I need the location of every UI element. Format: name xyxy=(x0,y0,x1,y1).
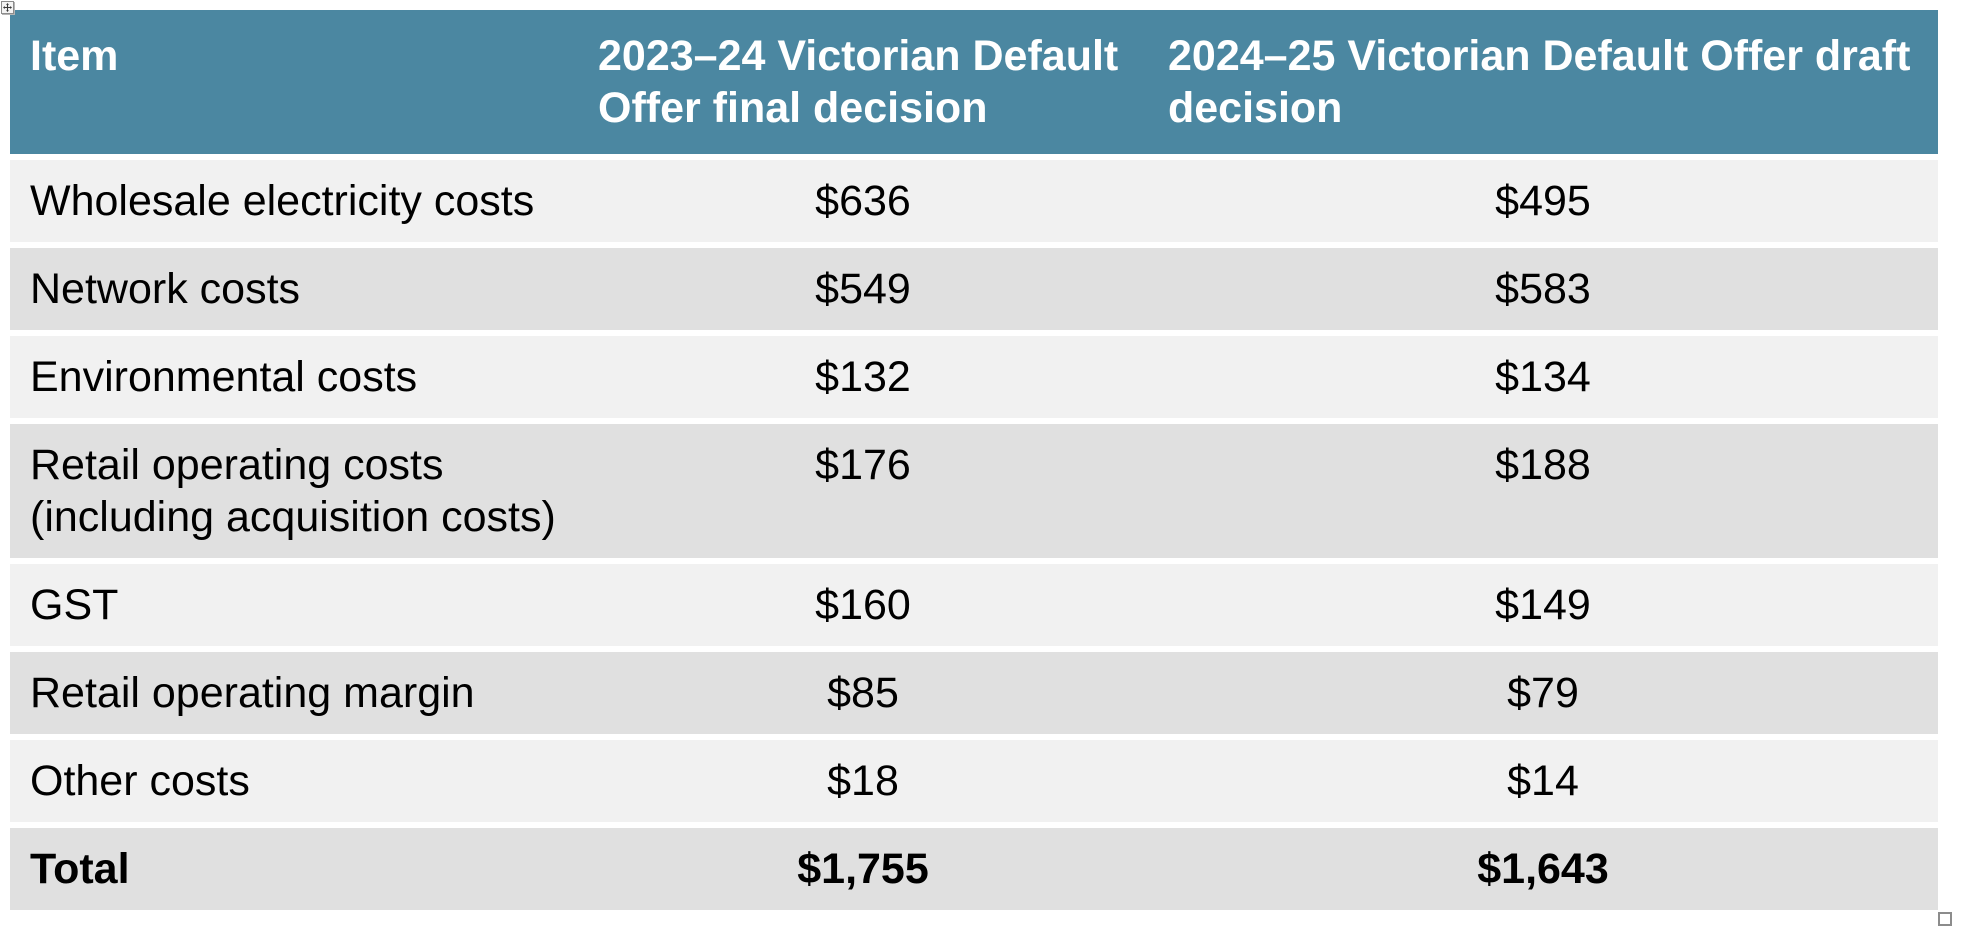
value-2024-25: $1,643 xyxy=(1148,828,1938,910)
column-header-2024-25-vdo: 2024–25 Victorian Default Offer draft de… xyxy=(1148,10,1938,154)
row-label: Environmental costs xyxy=(10,336,578,418)
value-2023-24: $160 xyxy=(578,564,1148,646)
value-2024-25: $14 xyxy=(1148,740,1938,822)
row-label: Retail operating costs (including acquis… xyxy=(10,424,578,558)
column-header-2023-24-vdo: 2023–24 Victorian Default Offer final de… xyxy=(578,10,1148,154)
row-label: Retail operating margin xyxy=(10,652,578,734)
table-row-total: Total $1,755 $1,643 xyxy=(10,828,1938,910)
table-row-retail-operating-margin: Retail operating margin $85 $79 xyxy=(10,652,1938,734)
row-label: Network costs xyxy=(10,248,578,330)
value-2024-25: $495 xyxy=(1148,160,1938,242)
row-label: Other costs xyxy=(10,740,578,822)
table-move-handle[interactable] xyxy=(1,1,14,14)
value-2023-24: $176 xyxy=(578,424,1148,558)
table-row-gst: GST $160 $149 xyxy=(10,564,1938,646)
column-header-item: Item xyxy=(10,10,578,154)
table-row-network-costs: Network costs $549 $583 xyxy=(10,248,1938,330)
value-2023-24: $636 xyxy=(578,160,1148,242)
header-row: Item 2023–24 Victorian Default Offer fin… xyxy=(10,10,1938,154)
value-2023-24: $549 xyxy=(578,248,1148,330)
value-2024-25: $583 xyxy=(1148,248,1938,330)
value-2024-25: $134 xyxy=(1148,336,1938,418)
table-row-wholesale-electricity-costs: Wholesale electricity costs $636 $495 xyxy=(10,160,1938,242)
move-icon xyxy=(3,3,12,12)
row-label: Total xyxy=(10,828,578,910)
value-2023-24: $18 xyxy=(578,740,1148,822)
value-2023-24: $132 xyxy=(578,336,1148,418)
table-row-environmental-costs: Environmental costs $132 $134 xyxy=(10,336,1938,418)
table-resize-handle[interactable] xyxy=(1938,912,1952,926)
value-2023-24: $1,755 xyxy=(578,828,1148,910)
value-2024-25: $149 xyxy=(1148,564,1938,646)
table-row-other-costs: Other costs $18 $14 xyxy=(10,740,1938,822)
table-row-retail-operating-costs: Retail operating costs (including acquis… xyxy=(10,424,1938,558)
value-2023-24: $85 xyxy=(578,652,1148,734)
cost-comparison-table: Item 2023–24 Victorian Default Offer fin… xyxy=(10,4,1938,916)
value-2024-25: $79 xyxy=(1148,652,1938,734)
row-label: GST xyxy=(10,564,578,646)
value-2024-25: $188 xyxy=(1148,424,1938,558)
row-label: Wholesale electricity costs xyxy=(10,160,578,242)
